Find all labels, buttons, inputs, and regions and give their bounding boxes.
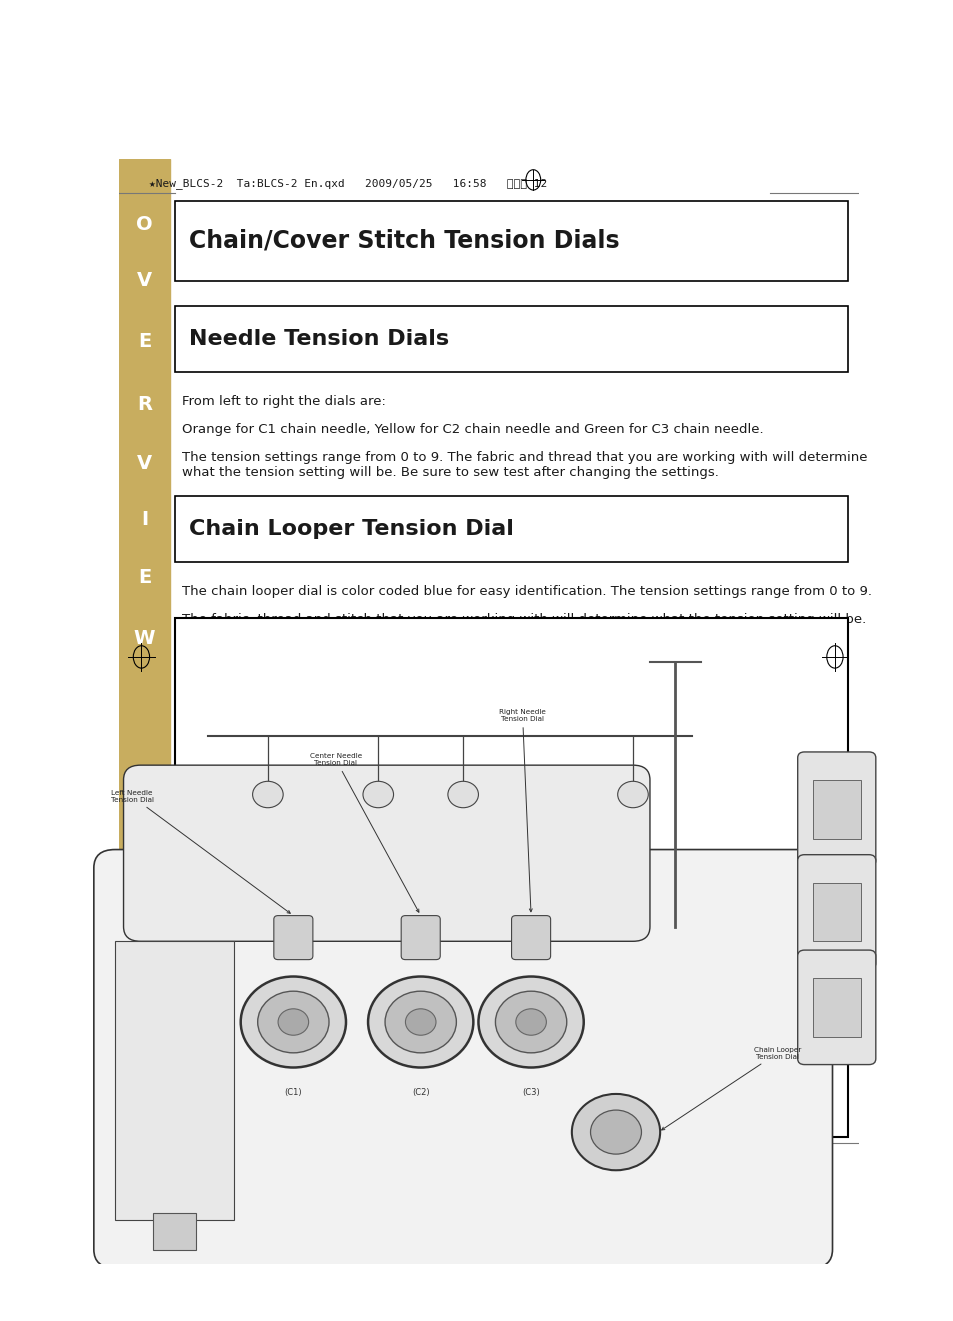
- Text: V: V: [136, 454, 152, 473]
- FancyBboxPatch shape: [797, 752, 875, 867]
- Bar: [174, 201, 846, 280]
- Text: I: I: [141, 510, 148, 530]
- Bar: [115, 942, 233, 1221]
- Circle shape: [617, 781, 648, 807]
- Circle shape: [405, 1009, 436, 1036]
- Circle shape: [257, 991, 329, 1053]
- FancyBboxPatch shape: [401, 915, 439, 959]
- Text: ★New_BLCS-2  Ta:BLCS-2 En.qxd   2009/05/25   16:58   ページ 12: ★New_BLCS-2 Ta:BLCS-2 En.qxd 2009/05/25 …: [149, 178, 546, 189]
- Text: Orange for C1 chain needle, Yellow for C2 chain needle and Green for C3 chain ne: Orange for C1 chain needle, Yellow for C…: [182, 423, 763, 436]
- Circle shape: [590, 1110, 640, 1155]
- Text: E: E: [137, 332, 151, 351]
- Text: The fabric, thread and stitch that you are working with will determine what the : The fabric, thread and stitch that you a…: [182, 613, 865, 641]
- Text: Chain Looper Tension Dial: Chain Looper Tension Dial: [190, 519, 514, 539]
- Circle shape: [362, 781, 394, 807]
- Text: (C3): (C3): [521, 1089, 539, 1096]
- Text: R: R: [136, 395, 152, 415]
- Text: 12: 12: [149, 1140, 172, 1157]
- Text: (C2): (C2): [412, 1089, 429, 1096]
- Bar: [174, 306, 846, 373]
- Text: Chain Looper
Tension Dial: Chain Looper Tension Dial: [661, 1046, 801, 1129]
- FancyBboxPatch shape: [797, 855, 875, 970]
- Bar: [812, 978, 860, 1037]
- FancyBboxPatch shape: [93, 849, 832, 1268]
- FancyBboxPatch shape: [123, 765, 649, 942]
- Bar: [812, 882, 860, 942]
- Bar: [153, 1213, 195, 1250]
- Text: V: V: [136, 271, 152, 291]
- Text: E: E: [137, 568, 151, 587]
- Circle shape: [495, 991, 566, 1053]
- Circle shape: [571, 1094, 659, 1170]
- Text: Chain/Cover Stitch Tension Dials: Chain/Cover Stitch Tension Dials: [190, 229, 619, 252]
- Circle shape: [368, 976, 473, 1067]
- Circle shape: [516, 1009, 546, 1036]
- Bar: [174, 497, 846, 563]
- Text: O: O: [136, 215, 152, 234]
- Text: Needle Tension Dials: Needle Tension Dials: [190, 329, 449, 349]
- Circle shape: [447, 781, 478, 807]
- Bar: [174, 618, 846, 1137]
- Text: From left to right the dials are:: From left to right the dials are:: [182, 395, 386, 407]
- FancyBboxPatch shape: [797, 950, 875, 1065]
- Text: Left Needle
Tension Dial: Left Needle Tension Dial: [111, 790, 290, 913]
- Circle shape: [478, 976, 583, 1067]
- FancyBboxPatch shape: [511, 915, 550, 959]
- Bar: [119, 159, 170, 1176]
- Text: Right Needle
Tension Dial: Right Needle Tension Dial: [498, 709, 545, 911]
- FancyBboxPatch shape: [274, 915, 313, 959]
- Circle shape: [240, 976, 346, 1067]
- Circle shape: [277, 1009, 309, 1036]
- Text: W: W: [133, 629, 155, 649]
- Text: Center Needle
Tension Dial: Center Needle Tension Dial: [310, 753, 418, 913]
- Circle shape: [253, 781, 283, 807]
- Bar: [812, 779, 860, 839]
- Circle shape: [385, 991, 456, 1053]
- Text: (C1): (C1): [284, 1089, 302, 1096]
- Text: The tension settings range from 0 to 9. The fabric and thread that you are worki: The tension settings range from 0 to 9. …: [182, 452, 866, 480]
- Text: The chain looper dial is color coded blue for easy identification. The tension s: The chain looper dial is color coded blu…: [182, 585, 871, 597]
